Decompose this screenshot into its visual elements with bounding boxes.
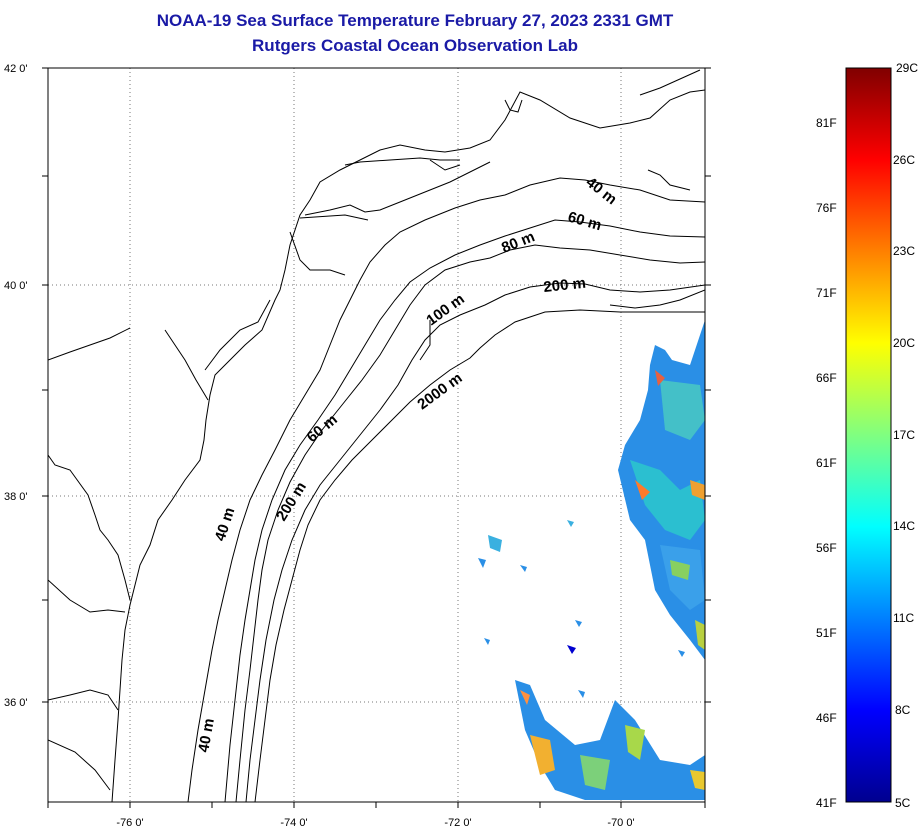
colorbar-label-66f: 66F (816, 371, 837, 385)
map-subtitle: Rutgers Coastal Ocean Observation Lab (252, 36, 578, 55)
colorbar-label-29c: 29C (896, 61, 919, 75)
colorbar-label-17c: 17C (893, 428, 916, 442)
depth-label-60m-south: 60 m (304, 411, 341, 446)
lat-label-36: 36 0' (4, 697, 28, 709)
depth-label-60m-north: 60 m (566, 209, 604, 235)
colorbar-label-23c: 23C (893, 244, 916, 258)
bathymetry-contours (187, 177, 705, 802)
colorbar-label-41f: 41F (816, 796, 837, 810)
lat-label-42: 42 0' (4, 63, 28, 75)
colorbar-label-81f: 81F (816, 116, 837, 130)
depth-label-200m-north: 200 m (543, 275, 587, 296)
lon-label-72: -72 0' (444, 817, 471, 829)
colorbar-label-20c: 20C (893, 336, 916, 350)
depth-label-100m: 100 m (423, 290, 467, 329)
lon-label-70: -70 0' (607, 817, 634, 829)
colorbar-label-51f: 51F (816, 626, 837, 640)
colorbar-label-5c: 5C (895, 796, 911, 810)
lon-label-74: -74 0' (280, 817, 307, 829)
coastline (48, 69, 705, 802)
depth-label-40m-south: 40 m (195, 717, 218, 754)
map-title: NOAA-19 Sea Surface Temperature February… (156, 11, 674, 30)
sst-data-patches (478, 320, 705, 800)
lon-label-76: -76 0' (116, 817, 143, 829)
colorbar-label-11c: 11C (893, 611, 915, 625)
colorbar-label-46f: 46F (816, 711, 837, 725)
colorbar-label-26c: 26C (893, 153, 916, 167)
colorbar-label-61f: 61F (816, 456, 837, 470)
depth-label-40m-mid: 40 m (212, 505, 239, 543)
colorbar-label-76f: 76F (816, 201, 837, 215)
colorbar-label-8c: 8C (895, 703, 911, 717)
lat-label-40: 40 0' (4, 280, 28, 292)
colorbar-label-71f: 71F (816, 286, 837, 300)
lat-label-38: 38 0' (4, 491, 28, 503)
colorbar-label-56f: 56F (816, 541, 837, 555)
depth-label-40m-north: 40 m (583, 174, 620, 208)
grid-lines (48, 68, 705, 802)
tick-marks (42, 67, 711, 808)
depth-label-80m: 80 m (499, 228, 537, 257)
colorbar (845, 67, 892, 803)
colorbar-label-14c: 14C (893, 519, 916, 533)
